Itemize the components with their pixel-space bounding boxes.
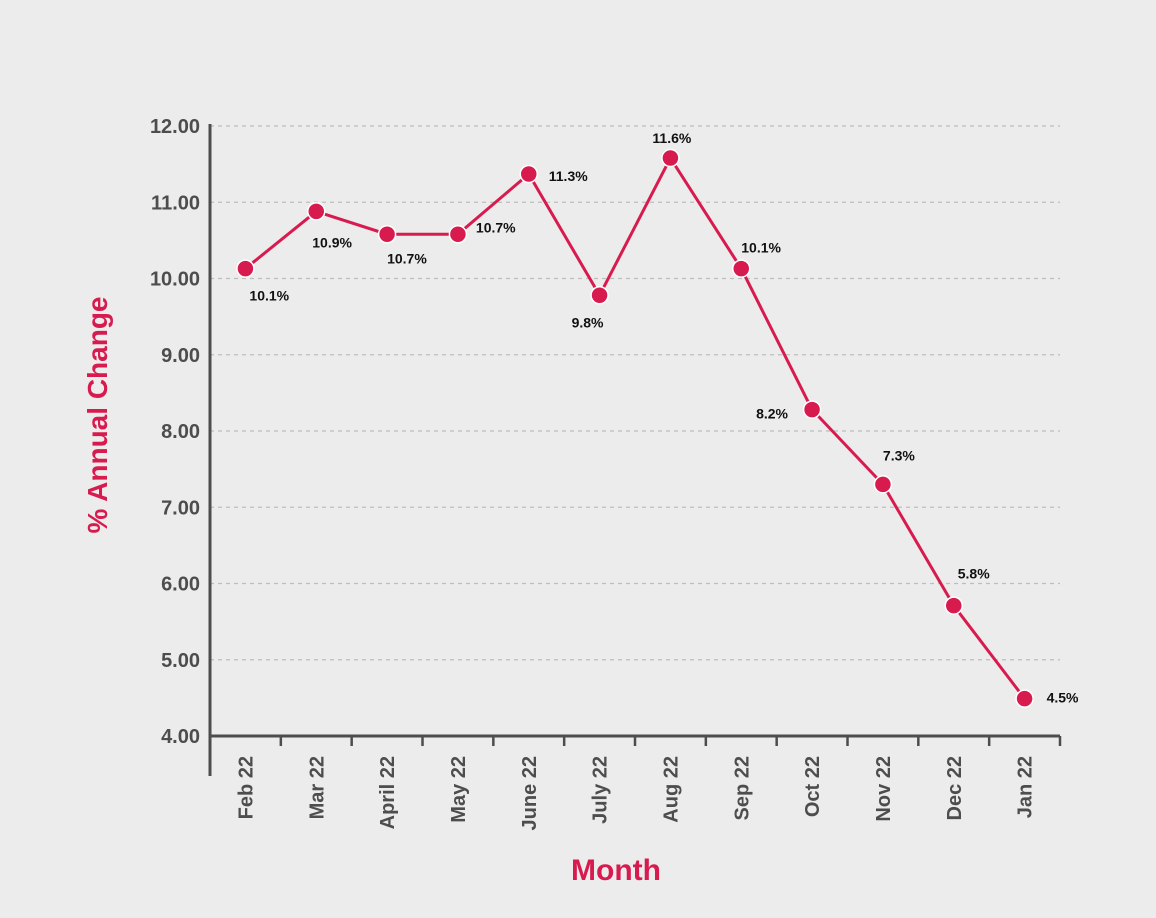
- data-point: [1015, 689, 1034, 708]
- data-point: [236, 259, 255, 278]
- axes: [208, 124, 1062, 776]
- y-tick-label: 6.00: [161, 574, 200, 596]
- data-point: [519, 164, 538, 184]
- x-tick-label: April 22: [377, 756, 399, 829]
- x-tick-label: Jan 22: [1015, 756, 1037, 818]
- x-tick-label: Dec 22: [944, 756, 966, 821]
- data-label: 11.6%: [652, 130, 691, 146]
- gridlines: [210, 125, 1060, 661]
- data-point: [448, 225, 468, 244]
- y-tick-labels: 4.00 5.00 6.00 7.00 8.00 9.00 10.00 11.00 12.00: [150, 116, 200, 748]
- x-tick-labels: Feb 22 Mar 22 April 22 May 22 June 22 July 22…: [235, 756, 1036, 830]
- data-label: 8.2%: [756, 406, 788, 422]
- data-point: [590, 286, 609, 305]
- data-label: 10.9%: [312, 234, 352, 250]
- y-tick-label: 12.00: [150, 116, 200, 138]
- series: [236, 148, 1034, 708]
- y-tick-label: 7.00: [161, 497, 200, 519]
- data-label: 10.1%: [741, 240, 781, 256]
- data-label: 7.3%: [883, 447, 915, 463]
- x-axis-title: Month: [571, 854, 661, 887]
- data-label: 4.5%: [1047, 690, 1079, 706]
- x-tick-label: Oct 22: [802, 756, 824, 817]
- y-tick-label: 4.00: [161, 726, 200, 748]
- data-label: 10.7%: [387, 250, 427, 266]
- y-tick-label: 8.00: [161, 421, 200, 443]
- y-tick-label: 9.00: [161, 345, 200, 367]
- series-line: [244, 156, 1026, 700]
- data-point: [377, 225, 397, 244]
- data-point: [307, 202, 326, 221]
- x-tick-label: July 22: [590, 756, 612, 824]
- y-axis-title: % Annual Change: [82, 297, 113, 534]
- data-point: [873, 475, 893, 494]
- data-point: [802, 400, 822, 419]
- y-tick-label: 11.00: [151, 192, 200, 214]
- data-point: [944, 596, 963, 615]
- x-tick-label: May 22: [448, 756, 470, 823]
- data-point: [661, 148, 680, 168]
- data-labels: 10.1% 10.9% 10.7% 10.7% 11.3% 9.8% 11.6% 10.1% 8…: [249, 130, 1079, 706]
- x-tick-label: Aug 22: [660, 756, 682, 823]
- data-point: [732, 259, 751, 278]
- data-label: 10.7%: [476, 219, 516, 235]
- y-tick-label: 5.00: [161, 650, 200, 672]
- data-label: 10.1%: [249, 288, 289, 304]
- data-label: 9.8%: [572, 314, 604, 330]
- x-tick-label: Feb 22: [235, 756, 257, 819]
- data-label: 5.8%: [958, 566, 990, 582]
- data-label: 11.3%: [549, 168, 588, 184]
- x-tick-label: Sep 22: [731, 756, 753, 820]
- x-tick-label: Nov 22: [873, 756, 895, 822]
- y-tick-label: 10.00: [150, 269, 200, 291]
- x-tick-label: June 22: [519, 756, 541, 830]
- x-tick-label: Mar 22: [306, 756, 328, 819]
